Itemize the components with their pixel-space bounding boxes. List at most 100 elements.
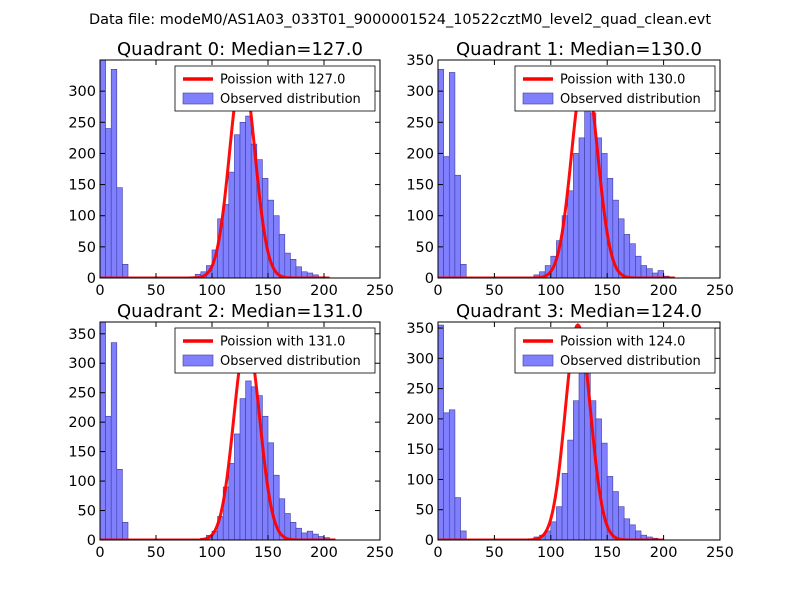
y-tick-label: 0 — [425, 271, 434, 287]
y-tick-label: 100 — [68, 209, 96, 225]
y-tick-label: 350 — [406, 53, 434, 69]
histogram-bar — [460, 263, 467, 278]
x-tick-label: 200 — [650, 283, 678, 299]
legend-label-observed: Observed distribution — [220, 354, 361, 369]
y-tick-label: 300 — [406, 351, 434, 367]
histogram-bar — [284, 252, 291, 278]
histogram-bar — [284, 513, 291, 540]
x-tick-label: 200 — [650, 545, 678, 561]
histogram-bar — [623, 234, 631, 278]
histogram-bar — [578, 137, 585, 278]
x-tick-label: 50 — [147, 545, 165, 561]
histogram-bar — [438, 324, 444, 540]
legend-label-poisson: Poission with 124.0 — [560, 335, 685, 350]
histogram-bar — [448, 409, 456, 540]
histogram-bar — [116, 187, 123, 278]
y-tick-label: 150 — [68, 178, 96, 194]
quadrant-2-title: Quadrant 2: Median=131.0 — [117, 301, 363, 322]
y-tick-label: 150 — [68, 445, 96, 461]
quadrant-3-axes-frame — [437, 321, 721, 541]
histogram-bar — [105, 128, 112, 278]
histogram-bar — [443, 412, 450, 540]
y-tick-label: 50 — [416, 503, 434, 519]
histogram-bar — [245, 380, 252, 540]
histogram-bar — [573, 153, 580, 278]
x-tick-label: 50 — [485, 545, 503, 561]
histogram-bar — [578, 358, 585, 540]
x-tick-label: 150 — [593, 545, 621, 561]
quadrant-2-legend: Poission with 131.0 Observed distribution — [174, 327, 376, 374]
histogram-bar — [629, 524, 636, 540]
histogram-bar — [454, 497, 461, 540]
y-tick-label: 50 — [78, 504, 96, 520]
y-tick-label: 150 — [406, 442, 434, 458]
x-tick-label: 100 — [198, 283, 226, 299]
histogram-bar — [567, 439, 574, 540]
quadrant-0-axes-frame — [99, 59, 381, 279]
y-tick-label: 100 — [406, 209, 434, 225]
quadrant-2-axes-frame — [99, 321, 381, 541]
legend-bar-swatch — [182, 354, 214, 367]
histogram-bar — [239, 398, 246, 540]
legend-label-poisson: Poission with 130.0 — [560, 73, 685, 88]
quadrant-2-panel: Quadrant 2: Median=131.0 0 50 100 150 200 250 0… — [68, 301, 394, 561]
y-tick-label: 200 — [406, 412, 434, 428]
y-tick-label: 0 — [425, 533, 434, 549]
x-tick-label: 100 — [198, 545, 226, 561]
legend-bar-swatch — [182, 92, 214, 105]
histogram-bar — [635, 255, 642, 278]
histogram-bar — [443, 156, 450, 278]
histogram-bar — [250, 386, 258, 540]
legend-label-observed: Observed distribution — [560, 92, 701, 107]
legend-label-poisson: Poission with 127.0 — [220, 73, 345, 88]
histogram-bar — [629, 243, 636, 278]
quadrant-3-panel: Quadrant 3: Median=124.0 0 50 100 150 200 250 0… — [406, 301, 734, 561]
y-tick-label: 350 — [406, 321, 434, 337]
y-tick-label: 200 — [68, 415, 96, 431]
y-tick-label: 350 — [68, 327, 96, 343]
y-tick-label: 50 — [416, 240, 434, 256]
histogram-bar — [295, 266, 302, 278]
histogram-bar — [105, 415, 112, 540]
histogram-bar — [567, 190, 574, 278]
histogram-bar — [122, 263, 129, 278]
histogram-bar — [278, 234, 286, 278]
y-tick-label: 100 — [406, 472, 434, 488]
histogram-bar — [573, 400, 580, 540]
histogram-bar — [618, 218, 625, 278]
histogram-bar — [228, 463, 235, 540]
x-tick-label: 0 — [95, 545, 104, 561]
y-tick-label: 250 — [68, 386, 96, 402]
y-tick-label: 200 — [68, 146, 96, 162]
legend-label-poisson: Poission with 131.0 — [220, 335, 345, 350]
y-tick-label: 150 — [406, 178, 434, 194]
x-tick-label: 0 — [95, 283, 104, 299]
x-tick-label: 50 — [147, 283, 165, 299]
quadrant-0-title: Quadrant 0: Median=127.0 — [117, 39, 363, 60]
histogram-bar — [606, 178, 614, 278]
histogram-bar — [618, 506, 625, 540]
x-tick-label: 50 — [485, 283, 503, 299]
y-tick-label: 300 — [68, 84, 96, 100]
legend-label-observed: Observed distribution — [560, 354, 701, 369]
legend-label-observed: Observed distribution — [220, 92, 361, 107]
x-tick-label: 150 — [593, 283, 621, 299]
histogram-bar — [295, 527, 302, 540]
quadrant-1-axes-frame — [437, 59, 721, 279]
histogram-bar — [454, 174, 461, 278]
y-tick-label: 100 — [68, 474, 96, 490]
y-tick-label: 0 — [87, 271, 96, 287]
x-tick-label: 250 — [706, 283, 734, 299]
x-tick-label: 250 — [706, 545, 734, 561]
quadrant-1-title: Quadrant 1: Median=130.0 — [456, 39, 702, 60]
x-tick-label: 0 — [433, 545, 442, 561]
histogram-bar — [110, 342, 118, 540]
x-tick-label: 200 — [310, 545, 338, 561]
histogram-bar — [228, 171, 235, 278]
histogram-bar — [460, 530, 467, 540]
histogram-bar — [100, 322, 106, 540]
quadrant-1-legend: Poission with 130.0 Observed distribution — [514, 65, 716, 112]
figure-suptitle: Data file: modeM0/AS1A03_033T01_90000015… — [89, 12, 711, 28]
y-tick-label: 250 — [406, 382, 434, 398]
